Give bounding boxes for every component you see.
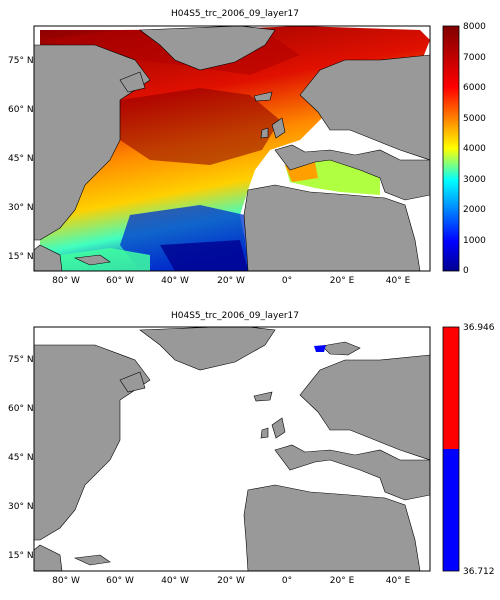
lon-tick-40e: 40° E [386,576,411,586]
bottom-colorbar [442,326,460,572]
lat-tick-60: 60° N [8,404,34,414]
cbar-tick-3000: 3000 [463,175,486,185]
top-lat-ticks: 75° N 60° N 45° N 30° N 15° N [8,56,34,262]
top-land [34,26,430,271]
top-map: 75° N 60° N 45° N 30° N 15° N 80° W 60° … [8,22,486,286]
lon-tick-20e: 20° E [330,276,355,286]
lat-tick-75: 75° N [8,56,34,66]
lat-tick-30: 30° N [8,203,34,213]
bottom-land [34,327,430,571]
bottom-lon-ticks: 80° W 60° W 40° W 20° W 0° 20° E 40° E [52,576,410,586]
cbar-tick-0: 0 [463,266,469,276]
cbar-tick-7000: 7000 [463,53,486,63]
top-map-title: H04S5_trc_2006_09_layer17 [170,9,300,19]
cbar-tick-1000: 1000 [463,236,486,246]
top-map-frame [33,25,431,272]
lon-tick-40w: 40° W [161,576,189,586]
lat-tick-30: 30° N [8,502,34,512]
top-colorbar [442,25,460,272]
lat-tick-45: 45° N [8,154,34,164]
lon-tick-20w: 20° W [217,276,245,286]
lon-tick-0: 0° [282,576,292,586]
top-lon-ticks: 80° W 60° W 40° W 20° W 0° 20° E 40° E [52,276,410,286]
lat-tick-15: 15° N [8,551,34,561]
cbar-tick-2000: 2000 [463,205,486,215]
lon-tick-20w: 20° W [217,576,245,586]
cbar-tick-4000: 4000 [463,144,486,154]
top-colorbar-ticks: 8000 7000 6000 5000 4000 3000 2000 1000 … [463,22,486,276]
lon-tick-80w: 80° W [52,276,80,286]
cbar-tick-min: 36.712 [463,567,495,577]
bottom-lat-ticks: 75° N 60° N 45° N 30° N 15° N [8,355,34,561]
lon-tick-0: 0° [282,276,292,286]
bottom-colorbar-ticks: 36.946 36.712 [463,323,495,577]
bottom-map-title: H04S5_trc_2006_09_layer17 [170,311,300,321]
lon-tick-60w: 60° W [106,276,134,286]
cbar-tick-8000: 8000 [463,22,486,32]
bottom-map: 75° N 60° N 45° N 30° N 15° N 80° W 60° … [8,323,495,586]
cbar-tick-5000: 5000 [463,114,486,124]
lon-tick-20e: 20° E [330,576,355,586]
lat-tick-45: 45° N [8,453,34,463]
lat-tick-15: 15° N [8,252,34,262]
bottom-map-frame [33,326,431,572]
bottom-tracer-cell [314,345,326,352]
lon-tick-60w: 60° W [106,576,134,586]
cbar-tick-max: 36.946 [463,323,495,333]
cbar-tick-6000: 6000 [463,83,486,93]
lon-tick-40e: 40° E [386,276,411,286]
lat-tick-75: 75° N [8,355,34,365]
lon-tick-40w: 40° W [161,276,189,286]
lat-tick-60: 60° N [8,105,34,115]
lon-tick-80w: 80° W [52,576,80,586]
